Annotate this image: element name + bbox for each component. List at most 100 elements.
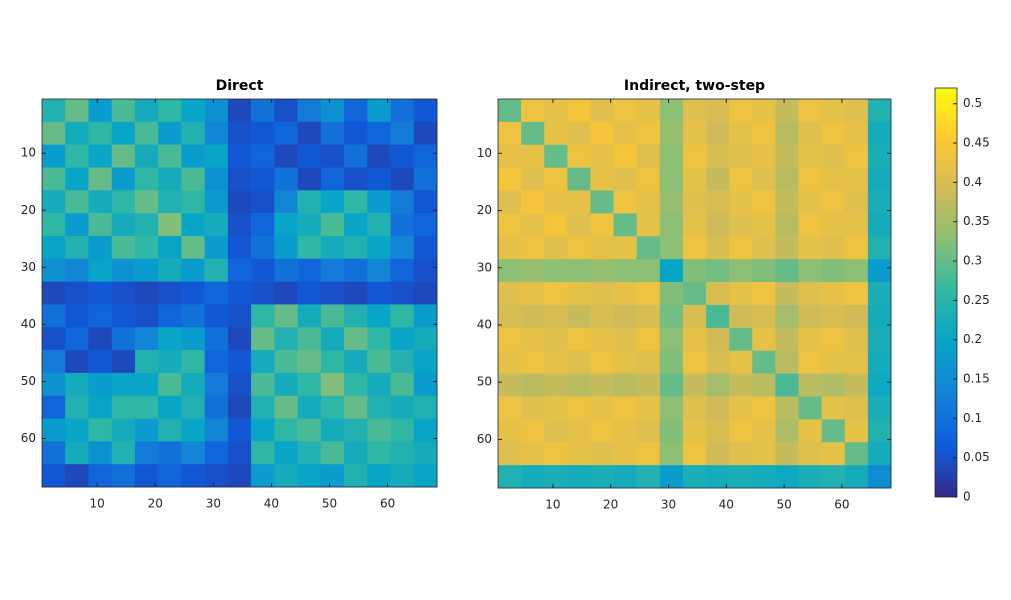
colorbar-tick-label: 0.5 [963, 96, 982, 110]
heatmap-cell [88, 213, 113, 237]
heatmap-cell [544, 236, 568, 260]
heatmap-cell [320, 281, 345, 305]
heatmap-cell [729, 282, 753, 306]
heatmap-cell [682, 144, 707, 168]
heatmap-cell [798, 442, 822, 466]
heatmap-cell [544, 350, 568, 374]
heatmap-cell [413, 213, 438, 237]
heatmap-cell [821, 350, 846, 374]
heatmap-cell [367, 304, 391, 328]
heatmap-cell [88, 235, 113, 260]
heatmap-cell [320, 418, 345, 442]
heatmap-cell [111, 418, 136, 442]
heatmap-cell [706, 304, 730, 329]
heatmap-cell [297, 190, 322, 214]
heatmap-cell [590, 190, 614, 214]
heatmap-cell [274, 144, 298, 168]
heatmap-cell [659, 213, 684, 237]
heatmap-cell [65, 395, 89, 419]
heatmap-cell [413, 327, 438, 351]
heatmap-cell [867, 144, 892, 168]
heatmap-cell [181, 395, 205, 419]
heatmap-cell [390, 281, 415, 305]
y-tick-label: 10 [21, 146, 36, 160]
heatmap-cell [134, 258, 159, 282]
colorbar-tick-label: 0.05 [963, 450, 990, 464]
heatmap-cell [367, 190, 391, 214]
colorbar-tick-label: 0.35 [963, 214, 990, 228]
heatmap-cell [344, 281, 368, 305]
heatmap-cell [498, 396, 522, 420]
heatmap-cell [65, 258, 89, 282]
chart-title: Indirect, two-step [624, 78, 765, 94]
heatmap-cell [659, 396, 684, 420]
heatmap-cell [344, 190, 368, 214]
heatmap-cell [367, 235, 391, 260]
heatmap-cell [158, 213, 182, 237]
heatmap-cell [251, 350, 275, 374]
heatmap-cell [867, 442, 892, 466]
heatmap-cell [390, 121, 415, 145]
heatmap-cell [413, 395, 438, 419]
heatmap-cell [181, 235, 205, 260]
heatmap-cell [227, 213, 252, 237]
heatmap-cell [821, 396, 846, 420]
heatmap-cell [752, 327, 776, 352]
heatmap-cell [636, 144, 661, 168]
heatmap-cell [227, 167, 252, 191]
heatmap-cell [498, 167, 522, 191]
heatmap-cell [158, 464, 182, 488]
y-tick-label: 60 [21, 431, 36, 445]
heatmap-cell [682, 121, 707, 146]
heatmap-cell [134, 167, 159, 191]
heatmap-cell [775, 121, 799, 146]
heatmap-cell [88, 281, 113, 305]
heatmap-cell [204, 304, 229, 328]
heatmap-cell [544, 442, 568, 466]
heatmap-cell [567, 304, 591, 329]
heatmap-cell [544, 465, 568, 489]
x-tick-label: 30 [661, 498, 676, 512]
heatmap-cell [821, 99, 846, 123]
heatmap-cell [320, 327, 345, 351]
heatmap-cell [636, 259, 661, 283]
heatmap-cell [297, 99, 322, 123]
heatmap-cell [867, 373, 892, 397]
heatmap-cell [367, 258, 391, 282]
heatmap-cell [498, 282, 522, 306]
heatmap-cell [344, 121, 368, 145]
colorbar-tick-label: 0.15 [963, 372, 990, 386]
heatmap-cell [498, 304, 522, 329]
heatmap-cell [521, 373, 545, 397]
heatmap-cell [344, 418, 368, 442]
heatmap-cell [88, 190, 113, 214]
x-tick-label: 20 [603, 498, 618, 512]
heatmap-cell [521, 350, 545, 374]
heatmap-cell [498, 419, 522, 443]
heatmap-cell [181, 144, 205, 168]
heatmap-cell [320, 213, 345, 237]
heatmap-cell [798, 419, 822, 443]
heatmap-cell [413, 144, 438, 168]
heatmap-cell [798, 304, 822, 329]
heatmap-cell [158, 99, 182, 123]
heatmap-cell [590, 144, 614, 168]
heatmap-cell [775, 213, 799, 237]
heatmap-cell [775, 190, 799, 214]
heatmap-cell [413, 304, 438, 328]
heatmap-cell [775, 442, 799, 466]
heatmap-cell [636, 167, 661, 191]
heatmap-cell [413, 350, 438, 374]
heatmap-cell [274, 464, 298, 488]
plot-frame [41, 98, 438, 488]
colorbar-tick-label: 0 [963, 490, 971, 504]
heatmap-cell [775, 465, 799, 489]
heatmap-cell [729, 350, 753, 374]
heatmap-cell [682, 304, 707, 329]
heatmap-cell [752, 304, 776, 329]
heatmap-cell [752, 282, 776, 306]
heatmap-cell [821, 259, 846, 283]
heatmap-cell [88, 327, 113, 351]
heatmap-cell [42, 327, 66, 351]
heatmap-cell [752, 350, 776, 374]
